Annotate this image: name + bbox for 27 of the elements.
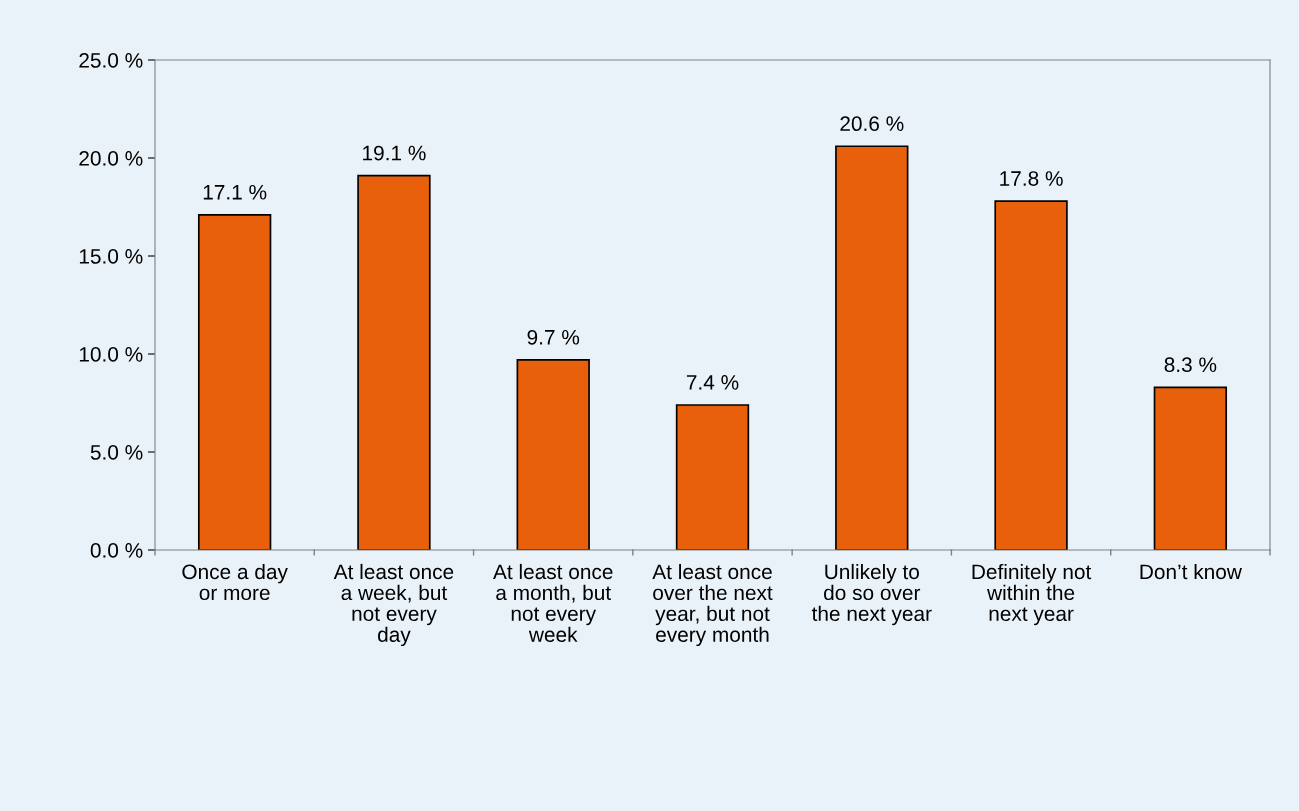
y-tick-label: 0.0 %	[90, 543, 143, 558]
bar	[197, 214, 272, 550]
bar	[675, 404, 750, 550]
y-tick-label: 20.0 %	[79, 151, 143, 166]
x-tick-label: Don’t know	[1140, 563, 1242, 580]
y-tick-label: 15.0 %	[79, 249, 143, 264]
data-label: 20.6 %	[840, 116, 904, 132]
x-tick-label: At least once a week, but not every day	[333, 563, 454, 647]
x-tick-label: At least once a month, but not every week	[493, 563, 613, 642]
y-tick-label: 25.0 %	[79, 53, 143, 68]
bar	[994, 200, 1068, 550]
y-tick-label: 5.0 %	[90, 445, 143, 460]
data-label: 7.4 %	[686, 375, 739, 390]
bar	[1153, 386, 1228, 550]
data-label: 9.7 %	[527, 329, 580, 345]
bar	[516, 359, 590, 550]
x-tick-label: Once a day or more	[182, 563, 288, 601]
bar	[357, 174, 431, 550]
y-tick-label: 10.0 %	[79, 347, 143, 362]
data-label: 17.1 %	[203, 184, 267, 200]
x-tick-label: At least once over the next year, but not every month	[652, 563, 773, 647]
data-label: 8.3 %	[1164, 357, 1217, 373]
x-tick-label: Definitely not within the next year	[972, 563, 1092, 626]
x-tick-label: Unlikely to do so over the next year	[811, 563, 932, 626]
data-label: 17.8 %	[1000, 171, 1063, 186]
data-label: 19.1 %	[363, 145, 426, 161]
bar	[835, 145, 909, 550]
